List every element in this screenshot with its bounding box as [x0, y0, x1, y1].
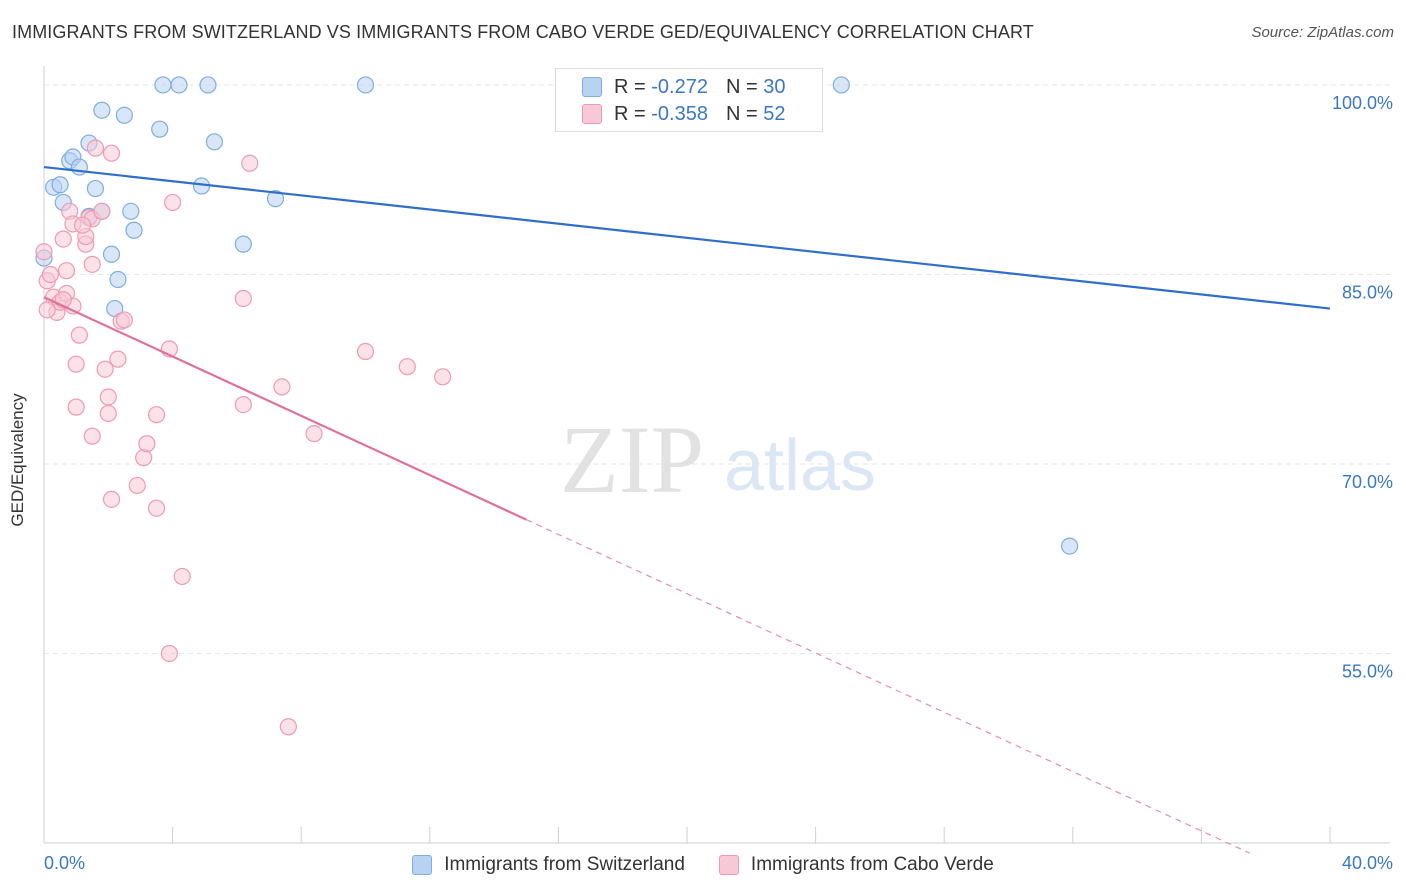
y-tick-label: 70.0%: [1342, 472, 1393, 492]
point-cabo-verde: [93, 202, 111, 220]
point-switzerland: [86, 179, 105, 198]
point-cabo-verde: [73, 216, 92, 234]
y-axis-label: GED/Equivalency: [8, 393, 27, 527]
legend-row-switzerland: R = -0.272 N = 30: [582, 74, 785, 100]
point-switzerland: [109, 270, 127, 289]
y-tick-label: 55.0%: [1342, 661, 1393, 681]
axes: [43, 66, 1390, 844]
legend-n-label: N =: [725, 102, 764, 125]
legend-label-switzerland: Immigrants from Switzerland: [444, 854, 685, 875]
point-cabo-verde: [147, 499, 166, 517]
legend-r-value-cabo-verde: -0.358: [651, 102, 708, 125]
point-switzerland: [102, 245, 121, 263]
point-cabo-verde: [99, 404, 117, 423]
watermark-atlas: atlas: [724, 426, 876, 506]
point-cabo-verde: [138, 435, 156, 453]
point-cabo-verde: [164, 193, 182, 212]
point-cabo-verde: [67, 398, 85, 416]
watermark: ZIP atlas: [560, 406, 876, 513]
point-cabo-verde: [41, 265, 60, 284]
x-tick-label: 40.0%: [1342, 853, 1393, 873]
legend-r-label: R =: [614, 102, 652, 125]
point-cabo-verde: [398, 358, 416, 376]
legend-r-value-switzerland: -0.272: [651, 75, 708, 98]
legend-item-cabo-verde[interactable]: Immigrants from Cabo Verde: [718, 852, 994, 878]
legend-swatch-switzerland: [412, 855, 433, 875]
trend-line-switzerland: [43, 165, 1331, 310]
trend-line-cabo-verde-extension: [525, 519, 1250, 854]
point-cabo-verde: [57, 262, 76, 280]
legend-r-label: R =: [614, 75, 652, 98]
point-cabo-verde: [83, 427, 101, 445]
tick-labels: 100.0% 85.0% 70.0% 55.0% 0.0% 40.0%: [44, 93, 1393, 873]
point-switzerland: [125, 221, 143, 239]
data-points: [35, 76, 1079, 736]
point-cabo-verde: [99, 388, 117, 406]
legend-swatch-switzerland: [582, 77, 602, 97]
legend-n-value-cabo-verde: 52: [763, 102, 786, 125]
point-cabo-verde: [67, 355, 85, 373]
point-cabo-verde: [102, 490, 121, 508]
point-cabo-verde: [279, 718, 297, 736]
y-tick-label: 100.0%: [1332, 93, 1393, 113]
trend-lines: [43, 165, 1331, 854]
point-cabo-verde: [86, 139, 105, 157]
point-switzerland: [93, 101, 111, 119]
point-switzerland: [1060, 537, 1079, 555]
point-cabo-verde: [147, 406, 166, 424]
legend-n-label: N =: [725, 75, 764, 98]
point-cabo-verde: [135, 449, 153, 467]
point-cabo-verde: [70, 326, 88, 344]
point-cabo-verde: [38, 301, 56, 319]
point-switzerland: [205, 133, 223, 151]
point-switzerland: [115, 106, 133, 124]
point-cabo-verde: [35, 243, 53, 261]
point-cabo-verde: [273, 378, 291, 396]
point-cabo-verde: [241, 154, 259, 172]
series-legend: Immigrants from Switzerland Immigrants f…: [0, 852, 1406, 878]
legend-n-value-switzerland: 30: [763, 75, 786, 98]
point-cabo-verde: [115, 311, 133, 329]
y-tick-label: 85.0%: [1342, 282, 1393, 302]
stats-legend: R = -0.272 N = 30 R = -0.358 N = 52: [555, 68, 823, 132]
watermark-zip: ZIP: [560, 406, 704, 513]
point-switzerland: [122, 202, 140, 220]
point-switzerland: [51, 176, 69, 194]
point-cabo-verde: [434, 368, 452, 386]
point-switzerland: [832, 76, 850, 94]
point-switzerland: [356, 76, 375, 94]
point-cabo-verde: [305, 425, 323, 443]
point-cabo-verde: [83, 255, 101, 273]
point-cabo-verde: [160, 644, 178, 663]
point-switzerland: [199, 76, 217, 94]
legend-item-switzerland[interactable]: Immigrants from Switzerland: [412, 852, 685, 878]
point-cabo-verde: [234, 289, 252, 308]
legend-label-cabo-verde: Immigrants from Cabo Verde: [750, 854, 994, 875]
point-switzerland: [170, 76, 188, 94]
point-cabo-verde: [173, 567, 191, 586]
legend-swatch-cabo-verde: [582, 104, 602, 124]
point-cabo-verde: [96, 360, 114, 378]
point-cabo-verde: [128, 476, 146, 495]
point-cabo-verde: [54, 230, 72, 248]
point-cabo-verde: [109, 350, 127, 368]
trend-line-cabo-verde: [43, 296, 527, 521]
x-tick-label: 0.0%: [44, 853, 85, 873]
legend-row-cabo-verde: R = -0.358 N = 52: [582, 101, 785, 127]
point-switzerland: [266, 190, 285, 208]
point-cabo-verde: [102, 144, 121, 162]
source-note: Source: ZipAtlas.com: [1251, 24, 1394, 41]
point-switzerland: [234, 235, 252, 253]
point-switzerland: [154, 76, 172, 94]
point-cabo-verde: [356, 342, 375, 361]
point-switzerland: [151, 120, 169, 138]
chart-title: IMMIGRANTS FROM SWITZERLAND VS IMMIGRANT…: [12, 22, 1034, 42]
legend-swatch-cabo-verde: [718, 855, 739, 875]
point-cabo-verde: [234, 395, 252, 414]
